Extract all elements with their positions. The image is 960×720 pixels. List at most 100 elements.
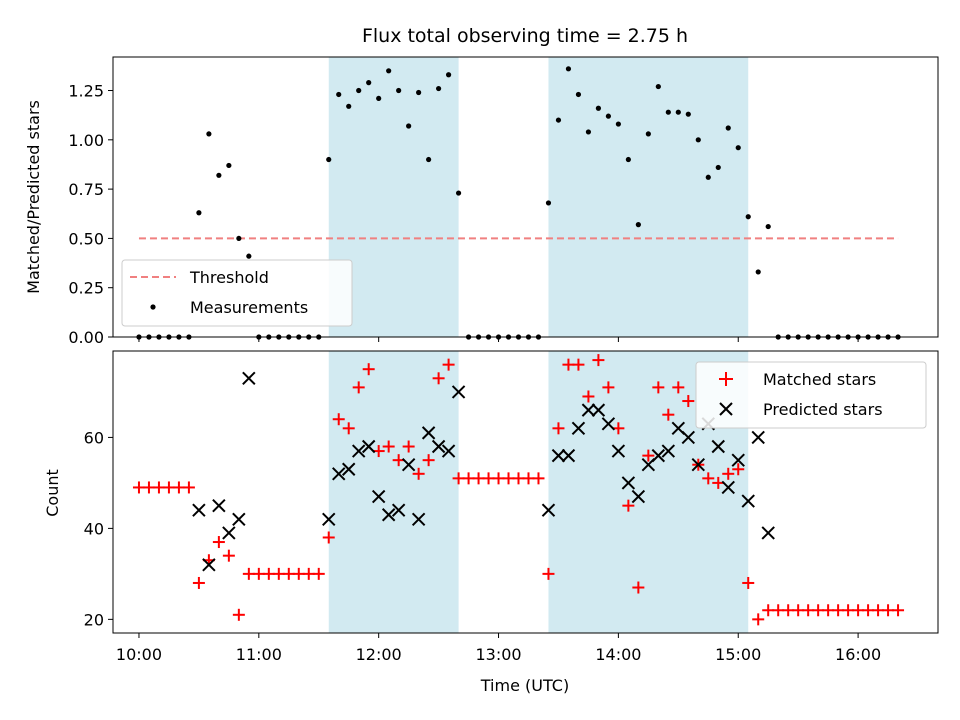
measurement-point [655, 83, 661, 90]
measurement-point [346, 103, 352, 109]
observing-interval-2 [548, 57, 749, 337]
predicted-star-point [631, 489, 646, 504]
matched-star-point [552, 422, 565, 435]
measurement-point [436, 85, 442, 92]
measurement-point [665, 109, 671, 115]
predicted-star-point [591, 403, 606, 417]
matched-star-point [642, 449, 655, 462]
y-tick-label: 1.25 [68, 82, 104, 101]
matched-star-point [732, 463, 745, 476]
predicted-star-point [232, 512, 246, 526]
predicted-star-point [551, 448, 566, 463]
matched-star-point [382, 440, 395, 453]
predicted-legend-swatch [719, 402, 733, 416]
y-tick-label: 60 [84, 428, 104, 447]
bottom-y-axis-label: Count [43, 469, 62, 517]
matched-star-point [362, 363, 375, 376]
predicted-star-point [212, 498, 226, 513]
matched-star-point [892, 604, 905, 617]
matched-star-point [432, 372, 445, 385]
observing-interval-1 [328, 351, 459, 633]
legend-measurements-label: Measurements [190, 298, 308, 317]
measurement-point [246, 253, 252, 259]
legend-matched-label: Matched stars [763, 370, 876, 389]
predicted-star-point [741, 494, 755, 508]
predicted-star-point [681, 430, 696, 445]
predicted-star-point [351, 444, 366, 458]
predicted-star-point [342, 462, 356, 476]
measurement-points [136, 66, 901, 340]
predicted-star-point [371, 489, 386, 504]
measurement-point [396, 87, 402, 94]
top-y-axis-label: Matched/Predicted stars [24, 100, 43, 294]
matched-star-point [572, 358, 585, 371]
measurement-point [236, 235, 242, 242]
predicted-star-point [761, 526, 775, 540]
matched-star-point [212, 536, 225, 549]
matched-star-point [392, 454, 405, 467]
predicted-star-point [581, 403, 596, 417]
matched-star-point [442, 358, 455, 371]
matched-star-point [372, 445, 385, 458]
matched-star-point [332, 413, 345, 426]
measurement-point [575, 91, 582, 98]
predicted-star-point [222, 526, 236, 540]
measurement-point [765, 223, 771, 230]
bottom-x-ticks: 10:00 11:00 12:00 13:00 14:00 15:00 16:00 [116, 633, 881, 664]
y-tick-label: 20 [84, 610, 104, 629]
measurement-point [735, 145, 741, 151]
matched-star-point [182, 481, 195, 494]
x-tick-label: 16:00 [835, 645, 881, 664]
measurement-point [705, 174, 711, 180]
measurement-point [376, 95, 382, 102]
y-tick-label: 0.25 [68, 279, 104, 298]
matched-star-point [722, 467, 735, 480]
predicted-star-point [721, 480, 735, 495]
y-tick-label: 1.00 [68, 131, 104, 150]
top-y-ticks: 0.00 0.25 0.50 0.75 1.00 1.25 [68, 82, 113, 347]
measurement-point [555, 117, 562, 123]
x-axis-label: Time (UTC) [480, 676, 569, 695]
measurement-point [595, 105, 602, 111]
measurement-point [565, 66, 572, 72]
matched-star-point [232, 608, 245, 621]
matched-star-point [622, 499, 635, 512]
bottom-legend-box [695, 361, 927, 429]
matched-star-point [632, 581, 645, 594]
measurement-point [206, 131, 212, 137]
predicted-star-point [661, 444, 676, 458]
matched-star-point [652, 381, 665, 394]
measurement-point [366, 80, 372, 86]
predicted-star-point [242, 371, 256, 385]
x-tick-label: 15:00 [715, 645, 761, 664]
predicted-star-point [441, 444, 456, 458]
predicted-star-point [611, 444, 626, 458]
measurement-point [196, 210, 202, 216]
predicted-star-point [621, 476, 636, 490]
measurement-point [545, 200, 552, 206]
matched-star-point [702, 472, 715, 485]
measurement-point [585, 129, 592, 135]
measurement-point [406, 123, 412, 129]
top-legend: Threshold Measurements [121, 259, 353, 327]
measurement-point [445, 72, 452, 78]
legend-threshold-label: Threshold [189, 268, 269, 287]
measurement-point [755, 269, 761, 275]
predicted-star-point [202, 558, 216, 572]
chart-title: Flux total observing time = 2.75 h [362, 25, 688, 47]
matched-star-point [342, 422, 355, 435]
measurement-point [745, 214, 751, 220]
bottom-axes-frame [112, 350, 939, 634]
measurement-point [715, 164, 721, 171]
matched-star-point [742, 576, 755, 589]
measurements-legend-swatch [150, 304, 156, 310]
matched-star-point [402, 440, 415, 453]
matched-star-point [602, 381, 615, 394]
matched-star-point [592, 354, 605, 367]
matched-star-point [192, 576, 205, 589]
measurement-point [625, 156, 631, 163]
matched-star-point [532, 472, 545, 485]
measurement-point [455, 190, 462, 196]
predicted-star-point [601, 417, 616, 431]
